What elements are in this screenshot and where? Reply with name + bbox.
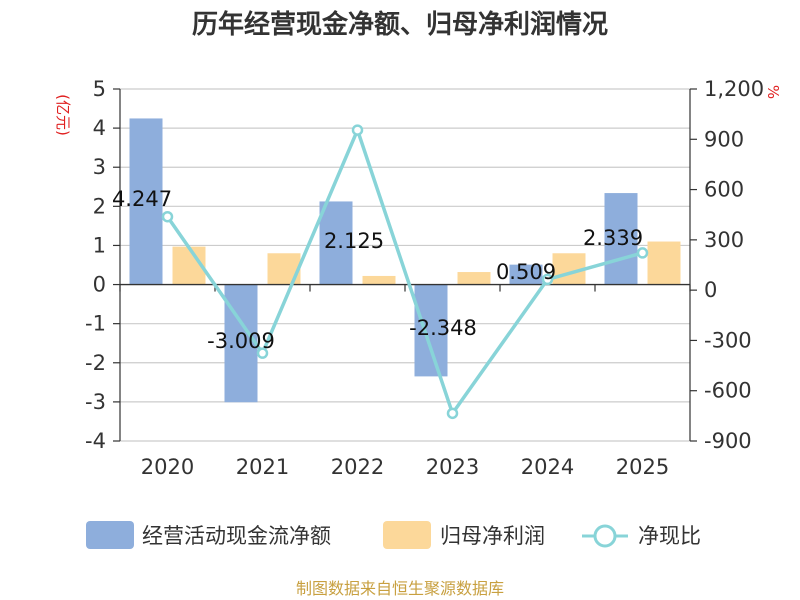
left-axis-tick-label: -4 — [85, 429, 106, 453]
left-axis-tick-label: 5 — [93, 77, 106, 101]
data-label-cashflow: -3.009 — [207, 329, 275, 353]
right-axis-tick-label: 600 — [704, 178, 744, 202]
data-label-cashflow: 0.509 — [496, 260, 556, 284]
axes-layer: -4 -3 -2 -1 0 1 2 3 4 5 -900 -600 -300 0 300 600 900 1,20… — [85, 77, 764, 479]
bar-cashflow — [604, 193, 638, 285]
ratio-point — [256, 347, 269, 359]
right-axis-tick-label: -300 — [704, 328, 752, 352]
source-note: 制图数据来自恒生聚源数据库 — [296, 579, 504, 598]
legend-swatch-cashflow — [86, 521, 134, 549]
legend-label-cashflow: 经营活动现金流净额 — [142, 524, 331, 548]
bar-cashflow — [319, 201, 353, 285]
legend-marker-ratio — [593, 524, 617, 548]
bar-cashflow — [414, 284, 448, 377]
ratio-line — [166, 128, 643, 416]
legend-label-ratio: 净现比 — [638, 524, 701, 548]
chart-title: 历年经营现金净额、归母净利润情况 — [192, 9, 608, 40]
right-axis-tick-label: -900 — [704, 429, 752, 453]
x-axis-tick-label: 2023 — [426, 455, 479, 479]
right-axis-tick-label: 900 — [704, 127, 744, 151]
data-label-cashflow: -2.348 — [409, 316, 477, 340]
left-axis-tick-label: -2 — [85, 351, 106, 375]
right-axis-tick-label: -600 — [704, 379, 752, 403]
left-axis-unit: (亿元) — [54, 94, 72, 136]
x-axis-tick-label: 2025 — [616, 455, 669, 479]
x-axis-tick-label: 2020 — [141, 455, 194, 479]
data-label-cashflow: 2.339 — [583, 226, 643, 250]
ratio-point — [636, 247, 649, 259]
legend: 经营活动现金流净额 归母净利润 净现比 — [86, 521, 701, 549]
left-axis-tick-label: -1 — [85, 312, 106, 336]
x-axis-tick-label: 2024 — [521, 455, 574, 479]
legend-swatch-netprofit — [383, 521, 431, 549]
x-axis-tick-label: 2022 — [331, 455, 384, 479]
data-label-cashflow: 4.247 — [112, 187, 172, 211]
bar-netprofit — [457, 272, 491, 285]
ratio-point — [446, 407, 459, 420]
right-axis-tick-label: 300 — [704, 228, 744, 252]
bar-cashflow — [129, 118, 163, 285]
left-axis-tick-label: 3 — [93, 155, 106, 179]
left-axis-tick-label: 1 — [93, 233, 106, 257]
left-axis-tick-label: 4 — [93, 116, 106, 140]
left-axis-tick-label: -3 — [85, 390, 106, 414]
line-layer — [161, 124, 649, 420]
bars-layer — [129, 118, 681, 403]
ratio-point — [161, 210, 174, 223]
bar-cashflow — [509, 264, 543, 285]
x-axis-tick-label: 2021 — [236, 455, 289, 479]
right-axis-tick-label: 1,200 — [704, 77, 764, 101]
data-labels-layer: 4.247 -3.009 2.125 -2.348 0.509 2.339 — [112, 187, 643, 353]
data-label-cashflow: 2.125 — [324, 229, 384, 253]
left-axis-tick-label: 2 — [93, 194, 106, 218]
gridlines — [120, 88, 690, 442]
left-axis-tick-label: 0 — [93, 273, 106, 297]
ratio-point — [351, 124, 364, 136]
right-axis-tick-label: 0 — [704, 278, 717, 302]
bar-netprofit — [647, 241, 681, 285]
right-axis-unit: % — [764, 85, 782, 99]
legend-label-netprofit: 归母净利润 — [440, 524, 545, 548]
ratio-point — [541, 273, 554, 286]
bar-netprofit — [362, 275, 396, 285]
